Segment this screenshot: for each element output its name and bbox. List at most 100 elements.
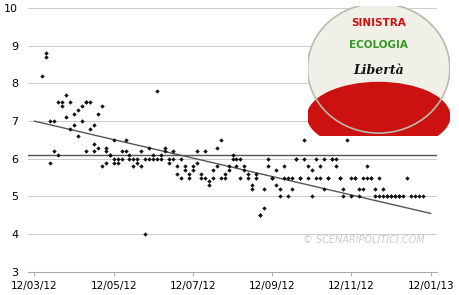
Point [177,175,185,180]
Point [304,164,312,169]
Text: SINISTRA: SINISTRA [351,18,406,28]
Point [304,175,312,180]
Point [300,138,308,142]
Point [312,175,319,180]
Point [177,156,185,161]
Point [70,111,78,116]
Point [165,156,173,161]
Point [146,156,153,161]
Point [50,149,58,154]
Point [344,138,351,142]
Point [150,156,157,161]
Point [50,119,58,124]
Point [213,164,220,169]
Point [221,175,228,180]
Point [154,89,161,94]
Ellipse shape [308,3,450,133]
Point [58,100,66,105]
Point [364,164,371,169]
Point [74,134,82,139]
Text: Libertà: Libertà [353,64,404,77]
Point [181,168,189,173]
Point [126,156,133,161]
Point [245,171,252,176]
Point [217,175,224,180]
Point [387,194,395,199]
Point [162,149,169,154]
Point [332,156,339,161]
Point [399,130,407,135]
Point [98,104,106,109]
Point [157,156,165,161]
Point [174,171,181,176]
Point [352,175,359,180]
Point [411,194,419,199]
Point [225,168,232,173]
Point [193,160,201,165]
Point [39,73,46,78]
Point [344,126,351,131]
Point [134,160,141,165]
Point [383,194,391,199]
Point [371,187,379,191]
Point [249,183,256,188]
Point [62,115,70,120]
Point [197,175,205,180]
Point [46,160,54,165]
Point [82,100,90,105]
Point [261,187,268,191]
Point [360,187,367,191]
Point [261,205,268,210]
Point [98,164,106,169]
Point [380,187,387,191]
Point [403,175,410,180]
Point [257,213,264,218]
Point [249,187,256,191]
Point [360,175,367,180]
Point [356,194,363,199]
Point [241,164,248,169]
Point [316,175,324,180]
Point [94,145,101,150]
Point [280,164,288,169]
Point [43,55,50,60]
Point [78,119,85,124]
Point [118,149,125,154]
Text: © SCENARIPOLITICI.COM: © SCENARIPOLITICI.COM [303,235,425,245]
Point [225,164,232,169]
Point [237,156,244,161]
Point [94,111,101,116]
Point [126,153,133,158]
Point [201,149,208,154]
Point [55,153,62,158]
Point [70,122,78,127]
Point [102,145,109,150]
Point [340,187,347,191]
Point [328,156,335,161]
Point [106,153,113,158]
Point [284,175,291,180]
Point [340,194,347,199]
Point [269,175,276,180]
Point [157,153,165,158]
Point [55,100,62,105]
Point [252,171,260,176]
Point [78,104,85,109]
Point [292,156,300,161]
Point [395,194,403,199]
Point [371,194,379,199]
Point [86,126,94,131]
Point [399,194,407,199]
Point [130,164,137,169]
Point [332,164,339,169]
Point [118,156,125,161]
Point [383,194,391,199]
Point [229,156,236,161]
Point [193,149,201,154]
Point [380,194,387,199]
Point [320,187,327,191]
Point [90,149,97,154]
Point [312,156,319,161]
Point [237,175,244,180]
Point [308,168,315,173]
